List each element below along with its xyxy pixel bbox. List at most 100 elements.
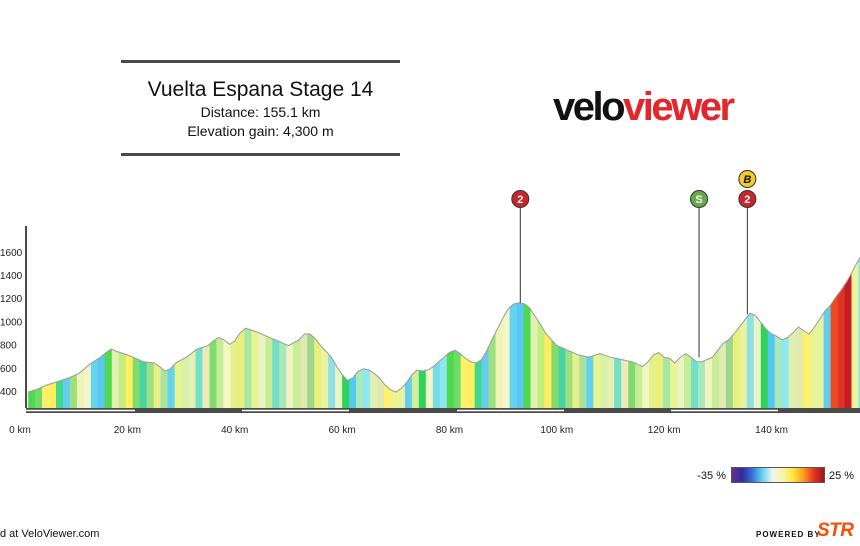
gradient-segment (760, 247, 769, 408)
gradient-segment (139, 247, 148, 408)
gradient-segment (593, 247, 601, 408)
gradient-segment (300, 247, 308, 408)
gradient-segment (781, 247, 790, 408)
gradient-segment (188, 247, 197, 408)
gradient-segment (718, 247, 727, 408)
gradient-segment (97, 247, 106, 408)
logo-part-velo: velo (553, 85, 626, 129)
gradient-segment (209, 247, 217, 408)
gradient-segment (788, 247, 797, 408)
gradient-segment (502, 247, 511, 408)
profile-outline (27, 256, 860, 393)
gradient-segment (42, 247, 50, 408)
marker-label: B (743, 174, 751, 186)
legend-min-label: -35 % (697, 470, 726, 482)
gradient-segment (56, 247, 64, 408)
gradient-segment (635, 247, 643, 408)
gradient-segment (349, 247, 357, 408)
logo-part-viewer: viewer (623, 85, 735, 129)
gradient-segment (76, 247, 85, 408)
credit-text: d at VeloViewer.com (0, 528, 100, 540)
x-tick-label: 120 km (648, 425, 681, 436)
gradient-segment (439, 247, 448, 408)
gradient-segment (837, 247, 845, 408)
gradient-segment (586, 247, 594, 408)
gradient-segment (774, 247, 783, 408)
gradient-segment (328, 247, 336, 408)
gradient-segment (670, 247, 678, 408)
gradient-segment (663, 247, 671, 408)
gradient-segment (425, 247, 434, 408)
gradient-segment (795, 247, 804, 408)
gradient-segment (600, 247, 608, 408)
marker-label: S (695, 194, 702, 206)
gradient-segment (202, 247, 210, 408)
gradient-segment (523, 247, 531, 408)
marker-badge (511, 190, 530, 208)
gradient-segment (460, 247, 469, 408)
gradient-segment (390, 247, 399, 408)
gradient-segment (516, 247, 524, 408)
gradient-segment (279, 247, 287, 408)
x-tick-label: 100 km (540, 425, 573, 436)
y-tick-label: 600 (0, 364, 17, 375)
gradient-segment (411, 247, 420, 408)
strava-logo: STR (817, 520, 854, 541)
x-axis-bar (26, 408, 860, 413)
x-tick-label: 140 km (755, 425, 788, 436)
gradient-segment (237, 247, 245, 408)
gradient-segment (551, 247, 559, 408)
gradient-segment (125, 247, 134, 408)
gradient-segment (753, 247, 762, 408)
gradient-segment (83, 247, 92, 408)
gradient-segment (711, 247, 720, 408)
gradient-segment (195, 247, 203, 408)
gradient-segment (481, 247, 490, 408)
climb-markers: 2S2B1 (511, 170, 757, 358)
gradient-segment (851, 247, 859, 408)
y-tick-label: 400 (0, 387, 17, 398)
climb-marker: S (690, 190, 709, 358)
gradient-segment (565, 247, 573, 408)
gradient-segment (111, 247, 120, 408)
gradient-segment (691, 247, 699, 408)
gradient-segment (809, 247, 818, 408)
gradient-segment (49, 247, 57, 408)
climb-marker: 2B (738, 170, 757, 315)
powered-by-text: POWERED BY (756, 530, 821, 539)
marker-badge (690, 190, 709, 208)
gradient-segment (830, 247, 839, 408)
x-tick-label: 40 km (221, 425, 248, 436)
gradient-segment (167, 247, 176, 408)
gradient-segment (62, 247, 71, 408)
x-tick-label: 20 km (114, 425, 141, 436)
x-tick-label: 0 km (9, 425, 31, 436)
gradient-segment (656, 247, 664, 408)
y-tick-label: 1000 (0, 317, 23, 328)
gradient-segment (495, 247, 504, 408)
gradient-segment (572, 247, 580, 408)
gradient-segment (265, 247, 273, 408)
veloviewer-logo: veloviewer (553, 84, 735, 130)
gradient-segment (104, 247, 113, 408)
elevation-area (28, 247, 860, 408)
marker-label: 2 (744, 194, 750, 206)
gradient-segment (453, 247, 462, 408)
gradient-segment (509, 247, 518, 408)
gradient-segment (321, 247, 329, 408)
gradient-segment (607, 247, 615, 408)
climb-marker: 2 (511, 190, 530, 303)
gradient-segment (432, 247, 441, 408)
gradient-segment (286, 247, 294, 408)
gradient-segment (558, 247, 566, 408)
gradient-segment (342, 247, 350, 408)
gradient-segment (272, 247, 280, 408)
gradient-segment (544, 247, 552, 408)
x-tick-label: 60 km (328, 425, 355, 436)
gradient-segment (467, 247, 476, 408)
gradient-segment (174, 247, 183, 408)
gradient-segment (35, 247, 43, 408)
stage-title: Vuelta Espana Stage 14 (147, 78, 374, 101)
gradient-segment (244, 247, 252, 408)
gradient-segment (28, 247, 36, 408)
